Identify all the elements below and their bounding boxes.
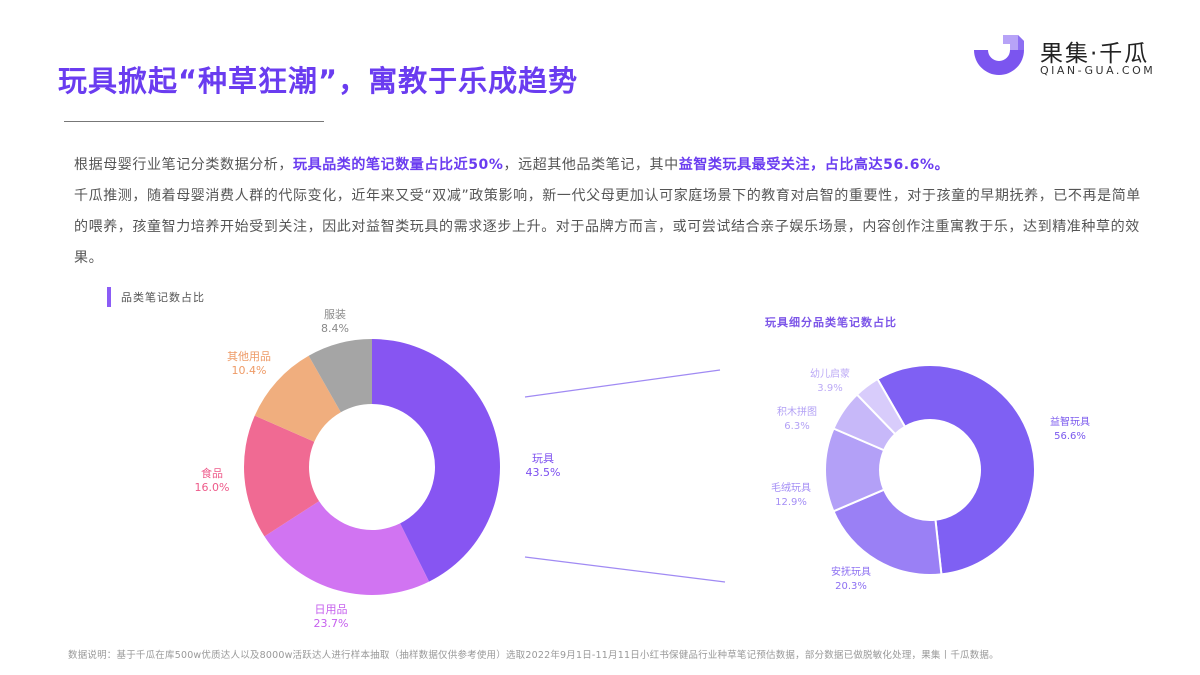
data-source-note: 数据说明：基于千瓜在库500w优质达人以及8000w活跃达人进行样本抽取（抽样数… xyxy=(68,650,999,661)
label-value: 56.6% xyxy=(1054,431,1086,442)
label-daily-goods: 日用品 23.7% xyxy=(314,603,349,631)
label-name: 其他用品 xyxy=(227,350,271,363)
donut-slice-0 xyxy=(876,364,1036,576)
label-value: 23.7% xyxy=(313,617,349,630)
label-name: 服装 xyxy=(323,308,346,321)
label-name: 安抚玩具 xyxy=(831,567,871,578)
label-name: 幼儿启蒙 xyxy=(810,369,850,380)
donut-slice-4 xyxy=(308,339,372,413)
para-highlight-1: 玩具品类的笔记数量占比近50% xyxy=(293,157,504,173)
label-educational-toys: 益智玩具 56.6% xyxy=(1050,416,1090,444)
label-comfort-toys: 安抚玩具 20.3% xyxy=(831,566,871,594)
label-value: 3.9% xyxy=(817,383,843,394)
label-value: 12.9% xyxy=(775,497,807,508)
brand-logo: 果集·千瓜 QIAN-GUA.COM xyxy=(970,32,1170,82)
para-highlight-2: 益智类玩具最受关注，占比高达56.6%。 xyxy=(678,157,950,173)
para-text: ，远超其他品类笔记，其中 xyxy=(503,157,679,173)
heading-accent-bar xyxy=(107,287,111,307)
donut-slice-4 xyxy=(855,377,907,436)
logo-text-en: QIAN-GUA.COM xyxy=(1040,64,1156,77)
logo-mark-icon xyxy=(974,35,1024,75)
donut-slice-1 xyxy=(832,488,943,576)
logo-text-cn: 果集·千瓜 xyxy=(1040,41,1150,67)
analysis-paragraph: 根据母婴行业笔记分类数据分析，玩具品类的笔记数量占比近50%，远超其他品类笔记，… xyxy=(74,150,1154,274)
donut-chart-category-share xyxy=(243,339,500,595)
para-text: 千瓜推测，随着母婴消费人群的代际变化，近年来又受“双减”政策影响，新一代父母更加… xyxy=(74,188,1141,266)
label-other-goods: 其他用品 10.4% xyxy=(227,350,271,378)
label-name: 益智玩具 xyxy=(1050,417,1090,428)
left-chart-title: 品类笔记数占比 xyxy=(121,291,205,304)
right-chart-title: 玩具细分品类笔记数占比 xyxy=(765,316,897,329)
label-value: 16.0% xyxy=(194,481,230,494)
donut-chart-toy-subcategory xyxy=(824,364,1036,576)
label-blocks-puzzles: 积木拼图 6.3% xyxy=(777,406,817,434)
label-name: 毛绒玩具 xyxy=(771,483,811,494)
para-text: 根据母婴行业笔记分类数据分析， xyxy=(74,157,293,173)
label-name: 日用品 xyxy=(314,603,348,616)
label-early-education: 幼儿启蒙 3.9% xyxy=(810,368,850,396)
label-food: 食品 16.0% xyxy=(195,467,230,495)
label-plush-toys: 毛绒玩具 12.9% xyxy=(771,482,811,510)
donut-slice-0 xyxy=(372,339,500,582)
label-value: 8.4% xyxy=(321,322,349,335)
donut-slice-1 xyxy=(264,501,430,595)
label-value: 6.3% xyxy=(784,421,810,432)
label-value: 43.5% xyxy=(525,466,561,479)
page-title: 玩具掀起“种草狂潮”，寓教于乐成趋势 xyxy=(58,64,579,98)
connector-line-bottom xyxy=(524,556,726,583)
label-clothing: 服装 8.4% xyxy=(321,308,349,336)
title-divider xyxy=(64,121,324,122)
label-value: 20.3% xyxy=(835,581,867,592)
donut-slice-3 xyxy=(254,355,341,442)
label-value: 10.4% xyxy=(231,364,267,377)
left-chart-heading: 品类笔记数占比 xyxy=(107,287,205,307)
label-name: 积木拼图 xyxy=(777,407,817,418)
label-name: 食品 xyxy=(200,467,223,480)
donut-slice-2 xyxy=(243,415,320,537)
connector-line-top xyxy=(524,369,721,398)
label-name: 玩具 xyxy=(531,452,554,465)
label-toys: 玩具 43.5% xyxy=(526,452,561,480)
